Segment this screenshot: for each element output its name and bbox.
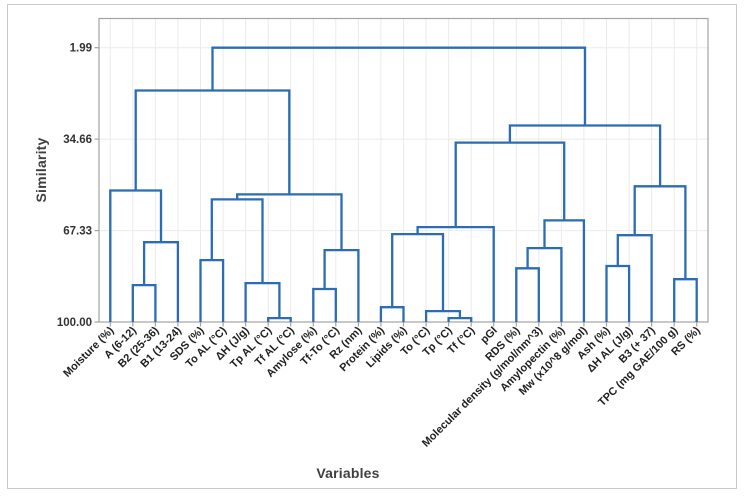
cluster-link (244, 281, 281, 322)
y-tick-label: 1.99 (70, 43, 92, 55)
cluster-link (673, 278, 698, 322)
cluster-link (391, 232, 445, 312)
dendrogram-links (109, 46, 698, 322)
x-axis-title: Variables (316, 465, 380, 481)
cluster-link (142, 241, 180, 322)
cluster-link (323, 248, 360, 322)
cluster-link (633, 185, 687, 280)
cluster-link (312, 287, 337, 322)
cluster-link (508, 124, 662, 187)
cluster-link (134, 89, 291, 195)
cluster-link (109, 189, 163, 322)
vertical-gridlines (109, 18, 698, 322)
y-tick-label: 100.00 (57, 317, 92, 329)
cluster-link (424, 309, 462, 322)
cluster-link (416, 225, 495, 322)
cluster-link (454, 141, 566, 228)
cluster-link (379, 306, 405, 322)
x-axis-ticks: Moisture (%)A (6-12)B2 (25-36)B1 (13-24)… (61, 322, 703, 450)
cluster-link (515, 267, 540, 322)
cluster-link (543, 219, 586, 322)
cluster-link (131, 283, 157, 322)
y-tick-label: 67.33 (63, 226, 92, 238)
cluster-link (199, 258, 225, 322)
y-tick-label: 34.66 (63, 134, 92, 146)
cluster-link (616, 234, 653, 322)
y-axis-ticks: 1.99 34.66 67.33 100.00 (57, 43, 99, 329)
cluster-link (210, 198, 264, 284)
cluster-link (211, 46, 587, 126)
y-axis-title: Similarity (33, 137, 49, 203)
cluster-link (526, 246, 563, 322)
cluster-link (236, 193, 343, 251)
figure-border (7, 4, 737, 489)
cluster-link (605, 264, 631, 322)
